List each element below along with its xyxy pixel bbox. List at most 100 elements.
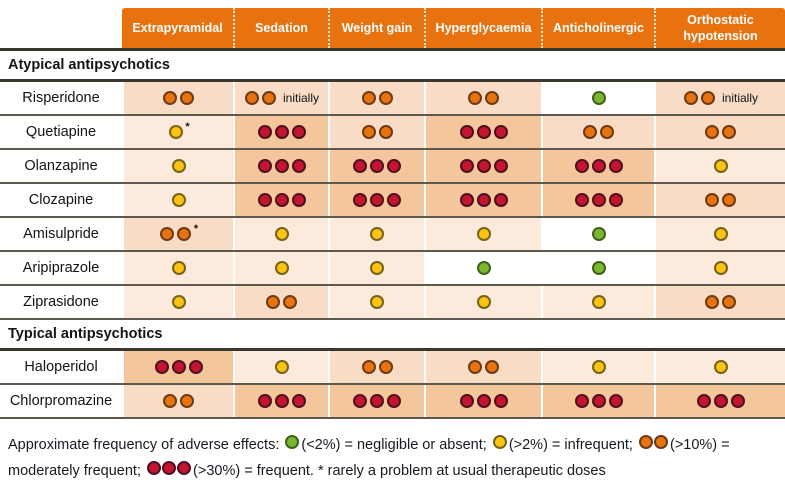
cell-risperidone-sedation: initially [233,82,328,114]
frequency-dot-icon [459,193,474,207]
cell-olanzapine-weight-gain [328,150,424,182]
frequency-dot-icon [163,394,177,408]
frequency-dot-icon [257,193,272,207]
infrequent-dots [475,227,492,241]
negligible-or-absent-dots [590,91,607,105]
frequency-dot-icon [705,295,719,309]
frequency-dot-icon [171,193,186,207]
frequency-dot-icon [713,159,728,173]
table-corner-spacer [0,8,122,48]
frequency-dot-icon [266,295,280,309]
cell-risperidone-weight-gain [328,82,424,114]
moderately-frequent-dots [704,125,738,139]
drug-name-label: Olanzapine [24,158,98,174]
frequency-dot-icon [730,394,745,408]
cell-amisulpride-sedation [233,218,328,250]
frequency-dot-icon [274,227,289,241]
table-row-risperidone: Risperidone initially initially [0,82,785,116]
legend-text: Approximate frequency of adverse effects… [8,437,284,453]
frequency-dot-icon [476,295,491,309]
moderately-frequent-dots [162,394,196,408]
frequency-dot-icon [177,227,192,241]
table-row-clozapine: Clozapine [0,184,785,218]
frequency-dot-icon [353,193,367,207]
drug-name-label: Amisulpride [23,226,99,242]
cell-ziprasidone-sedation [233,286,328,318]
frequency-dot-icon [160,227,175,241]
frequency-dot-icon [468,360,482,374]
frequent-dots [573,159,624,173]
cell-ziprasidone-weight-gain [328,286,424,318]
drug-name: Aripiprazole [0,252,122,284]
frequency-dot-icon [163,91,177,105]
frequency-dot-icon [353,159,367,173]
adverse-effects-table: Extrapyramidal Sedation Weight gain Hypergl… [0,8,785,419]
drug-name: Chlorpromazine [0,385,122,417]
column-header-label: Anticholinergic [553,20,644,35]
infrequent-dots [712,261,729,275]
frequency-dot-icon [696,394,711,408]
frequency-dot-icon [378,91,393,105]
cell-clozapine-extrapyramidal [122,184,233,216]
cell-risperidone-hyperglycaemia [424,82,541,114]
drug-name: Ziprasidone [0,286,122,318]
frequency-dot-icon [274,261,289,275]
infrequent-dots [369,261,386,275]
frequency-dot-icon [608,394,623,408]
frequency-dot-icon [285,435,300,449]
cell-chlorpromazine-weight-gain [328,385,424,417]
frequent-dots [256,125,307,139]
column-header-extrapyramidal: Extrapyramidal [122,8,233,48]
cell-amisulpride-hyperglycaemia [424,218,541,250]
frequency-dot-icon [493,394,508,408]
section-header-label: Typical antipsychotics [8,326,163,342]
column-header-weight-gain: Weight gain [328,8,424,48]
drug-name: Amisulpride [0,218,122,250]
cell-haloperidol-anticholinergic [541,351,654,383]
infrequent-dots [712,159,729,173]
frequency-dot-icon [493,159,508,173]
infrequent-dots [170,295,187,309]
table-row-quetiapine: Quetiapine * [0,116,785,150]
frequency-dot-icon [291,394,306,408]
frequency-dot-icon [387,193,401,207]
cell-chlorpromazine-orthostatic-hypotension [654,385,785,417]
cell-note: initially [721,91,758,105]
frequency-dot-icon [653,435,668,449]
drug-name-label: Aripiprazole [22,260,100,276]
frequency-dot-icon [171,261,186,275]
frequency-dot-icon [476,394,491,408]
moderately-frequent-dots [244,91,278,105]
cell-risperidone-extrapyramidal [122,82,233,114]
frequency-dot-icon [171,159,186,173]
frequent-dots [573,193,624,207]
frequency-dot-icon [701,91,716,105]
frequency-dot-icon [459,125,474,139]
section-header-typical-antipsychotics: Typical antipsychotics [0,320,785,351]
frequency-dot-icon [370,193,384,207]
table-header-row: Extrapyramidal Sedation Weight gain Hypergl… [0,8,785,51]
frequency-dot-icon [476,125,491,139]
infrequent-dots [590,295,607,309]
cell-haloperidol-sedation [233,351,328,383]
cell-quetiapine-extrapyramidal: * [122,116,233,148]
cell-haloperidol-weight-gain [328,351,424,383]
cell-amisulpride-anticholinergic [541,218,654,250]
frequency-dot-icon [370,159,384,173]
frequency-dot-icon [591,193,606,207]
frequency-dot-icon [147,461,162,475]
frequency-dot-icon [274,394,289,408]
frequency-dot-icon [476,227,491,241]
frequent-dots [352,159,403,173]
moderately-frequent-dots [360,91,394,105]
frequency-dot-icon [361,125,376,139]
drug-name: Haloperidol [0,351,122,383]
infrequent-dots [273,360,290,374]
asterisk-note: * [185,121,190,133]
cell-ziprasidone-extrapyramidal [122,286,233,318]
frequency-dot-icon [168,125,183,139]
frequency-dot-icon [722,125,736,139]
cell-aripiprazole-orthostatic-hypotension [654,252,785,284]
legend-frequent-dots [145,461,193,475]
frequency-dot-icon [274,360,289,374]
